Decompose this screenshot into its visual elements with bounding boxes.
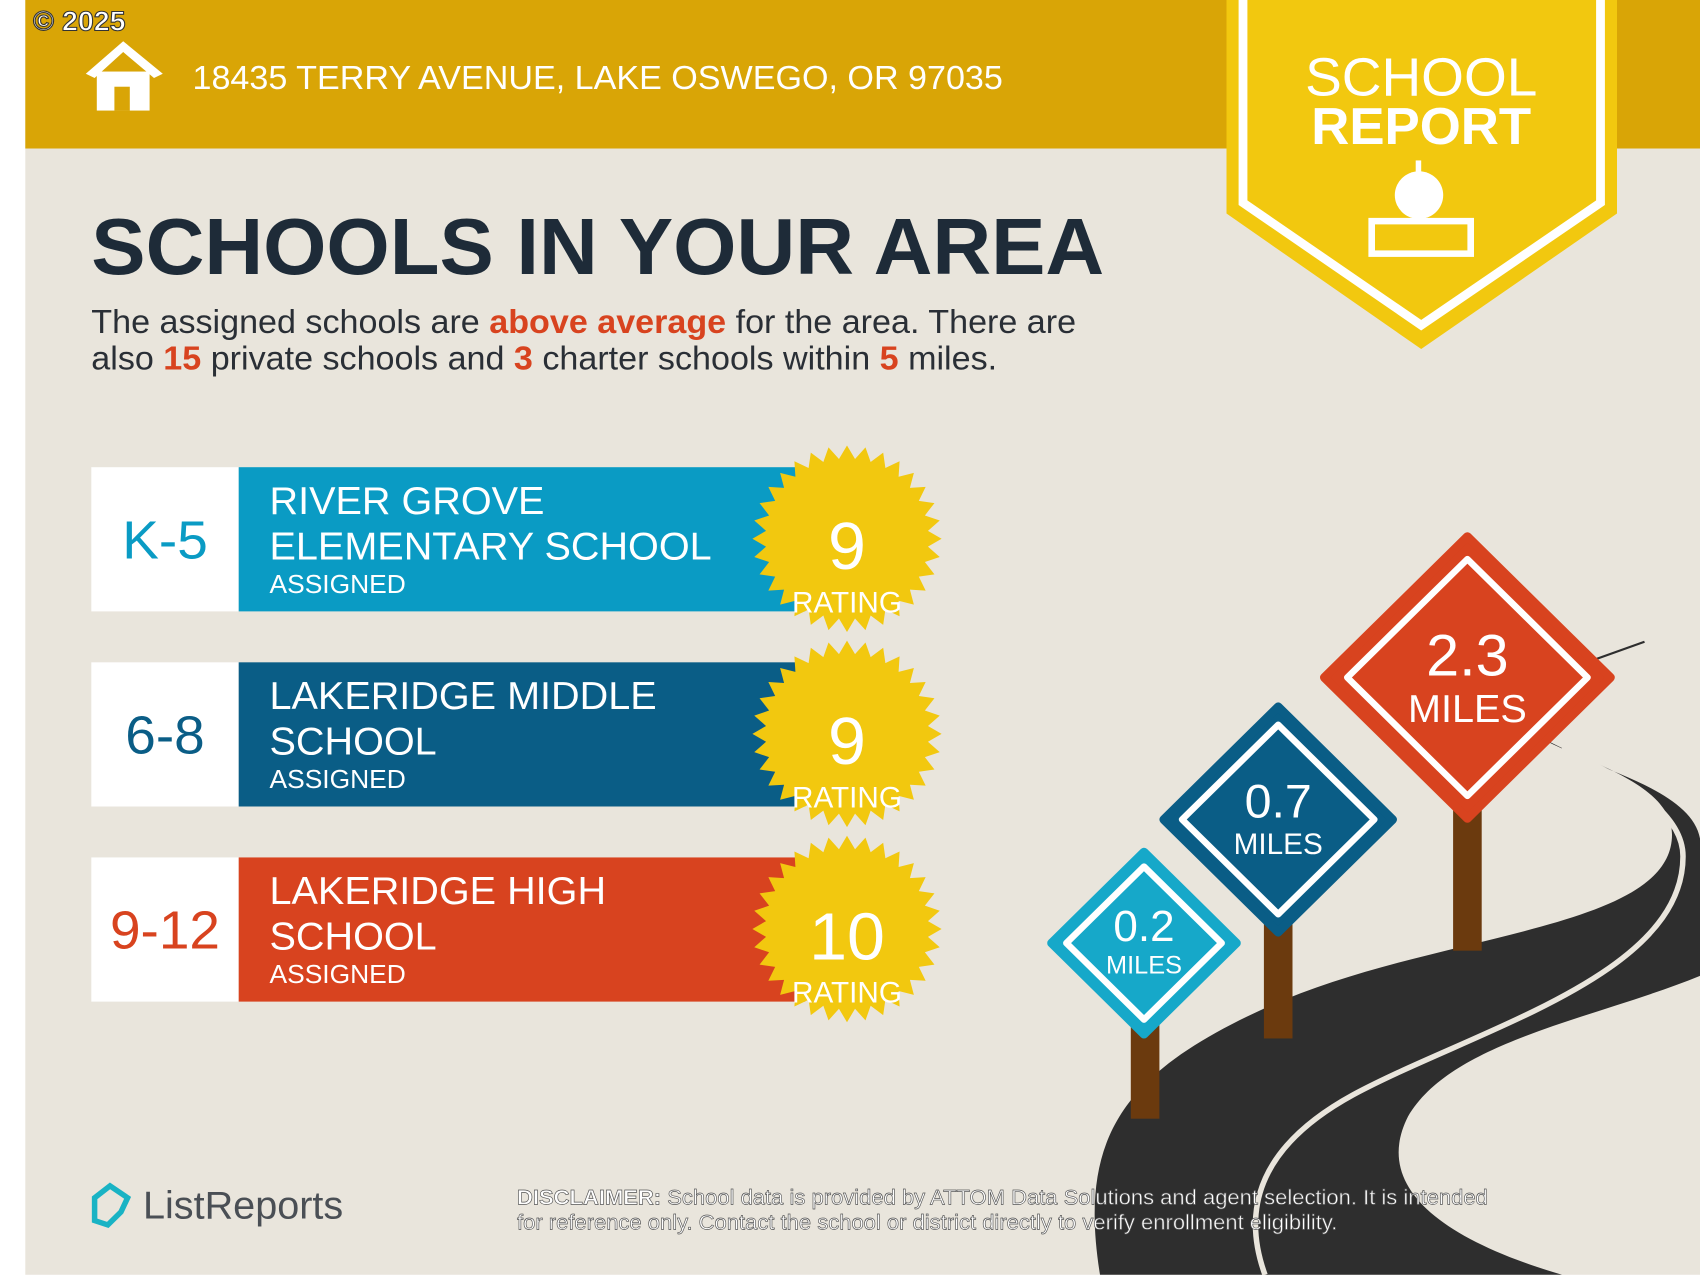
text: miles. bbox=[899, 340, 997, 378]
rating-seal bbox=[752, 835, 942, 1023]
text: also bbox=[91, 340, 163, 378]
rating-label: RATING bbox=[792, 977, 902, 1010]
grade-box bbox=[91, 662, 239, 807]
distance-unit: MILES bbox=[1106, 952, 1182, 980]
distance-unit: MILES bbox=[1234, 828, 1323, 861]
school-name: LAKERIDGE MIDDLE bbox=[270, 674, 657, 718]
highlight: 3 bbox=[514, 340, 533, 378]
text: charter schools within bbox=[533, 340, 880, 378]
name-band bbox=[238, 662, 806, 807]
text: The assigned schools are bbox=[91, 303, 489, 341]
school-name: SCHOOL bbox=[270, 915, 437, 959]
rating: 9 bbox=[828, 510, 866, 584]
rating: 9 bbox=[828, 705, 866, 779]
disclaimer-text: School data is provided by ATTOM Data So… bbox=[661, 1184, 1488, 1209]
grades: 9-12 bbox=[110, 900, 220, 961]
grade-box bbox=[91, 857, 239, 1002]
sign-face bbox=[1320, 532, 1615, 823]
rating-label: RATING bbox=[792, 782, 902, 815]
text: for the area. There are bbox=[726, 303, 1076, 341]
highlight: 5 bbox=[880, 340, 899, 378]
disclaimer: for reference only. Contact the school o… bbox=[517, 1209, 1337, 1234]
copyright: © 2025 bbox=[33, 6, 126, 38]
address: 18435 TERRY AVENUE, LAKE OSWEGO, OR 9703… bbox=[193, 59, 1003, 97]
school-name: LAKERIDGE HIGH bbox=[270, 869, 607, 913]
highlight: 15 bbox=[163, 340, 201, 378]
title: SCHOOLS IN YOUR AREA bbox=[91, 203, 1104, 292]
rating-seal bbox=[752, 640, 942, 828]
summary-line: also 15 private schools and 3 charter sc… bbox=[91, 340, 997, 378]
rating-label: RATING bbox=[792, 587, 902, 620]
rating: 10 bbox=[809, 900, 885, 974]
school-name: RIVER GROVE bbox=[270, 479, 545, 523]
home-icon bbox=[85, 41, 163, 111]
grade-box bbox=[91, 467, 239, 612]
status: ASSIGNED bbox=[270, 569, 406, 599]
logo: ListReports bbox=[91, 1182, 343, 1229]
badge: SCHOOL REPORT bbox=[1226, 0, 1617, 350]
logo-text: ListReports bbox=[143, 1184, 343, 1228]
badge-line2: REPORT bbox=[1311, 99, 1531, 157]
distance-unit: MILES bbox=[1408, 687, 1527, 731]
disclaimer: DISCLAIMER: School data is provided by A… bbox=[517, 1184, 1488, 1209]
school-name: SCHOOL bbox=[270, 720, 437, 764]
text: private schools and bbox=[201, 340, 514, 378]
name-band bbox=[238, 467, 806, 612]
sign-border bbox=[1343, 555, 1591, 800]
distance-value: 2.3 bbox=[1426, 624, 1509, 689]
status: ASSIGNED bbox=[270, 959, 406, 989]
grades: K-5 bbox=[122, 510, 208, 571]
rating-seal bbox=[752, 445, 942, 632]
sign-face bbox=[1047, 847, 1241, 1039]
badge-line1: SCHOOL bbox=[1305, 47, 1537, 108]
name-band bbox=[238, 857, 806, 1002]
status: ASSIGNED bbox=[270, 764, 406, 794]
sign-face bbox=[1159, 702, 1398, 937]
sign-border bbox=[1178, 721, 1378, 918]
sign-border bbox=[1063, 863, 1225, 1023]
distance-value: 0.7 bbox=[1245, 776, 1312, 829]
grades: 6-8 bbox=[125, 705, 204, 766]
disclaimer-label: DISCLAIMER: bbox=[517, 1184, 661, 1209]
highlight: above average bbox=[489, 303, 726, 341]
distance-value: 0.2 bbox=[1113, 902, 1174, 951]
school-name: ELEMENTARY SCHOOL bbox=[270, 525, 712, 569]
summary-line: The assigned schools are above average f… bbox=[91, 303, 1076, 341]
